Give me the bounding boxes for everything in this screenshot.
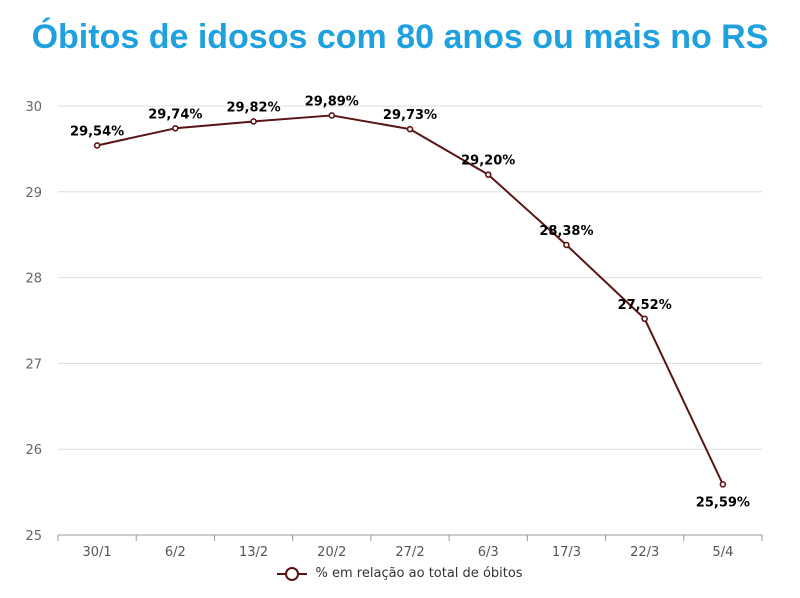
data-point [172,125,179,132]
data-label: 29,82% [226,100,280,115]
data-point [484,171,492,178]
data-labels: 29,54% 29,74% 29,82% 29,89% 29,73% 29,20% 28,3… [70,94,750,510]
y-tick-label: 26 [25,443,42,458]
data-point [641,315,648,323]
x-tick-label: 6/3 [478,545,499,560]
x-tick-label: 17/3 [552,545,581,560]
data-label: 29,74% [148,107,202,122]
data-point [328,112,336,119]
x-tick-label: 6/2 [165,545,186,560]
x-tick-label: 30/1 [83,545,112,560]
grid-lines [58,105,762,450]
y-tick-label: 28 [25,272,42,287]
y-tick-label: 30 [25,100,42,115]
x-tick-label: 20/2 [317,545,346,560]
data-point [719,481,727,488]
data-label: 29,54% [70,124,124,139]
chart-title: Óbitos de idosos com 80 anos ou mais no … [31,18,769,56]
x-tick-label: 27/2 [395,545,424,560]
data-point [563,241,570,249]
data-label: 25,59% [696,495,750,510]
legend-label: % em relação ao total de óbitos [315,566,523,581]
legend-marker-icon [277,566,308,581]
data-label: 27,52% [618,298,672,313]
x-tick-label: 13/2 [239,545,268,560]
y-tick-label: 25 [25,529,42,544]
data-point [406,125,414,133]
legend[interactable]: % em relação ao total de óbitos [0,566,800,581]
data-label: 29,73% [383,108,437,123]
data-points [93,112,727,488]
axes: 25 26 27 28 29 30 30/1 6/2 13/2 20/2 27/2 6/3 17/3 22… [25,100,763,560]
x-tick-label: 22/3 [630,545,659,560]
data-label: 29,20% [461,154,515,169]
data-point [250,118,257,125]
data-label: 28,38% [539,224,593,239]
x-tick-label: 5/4 [712,545,733,560]
data-point [93,142,101,149]
y-tick-label: 29 [25,186,42,201]
data-label: 29,89% [305,94,359,109]
y-tick-label: 27 [25,357,42,372]
